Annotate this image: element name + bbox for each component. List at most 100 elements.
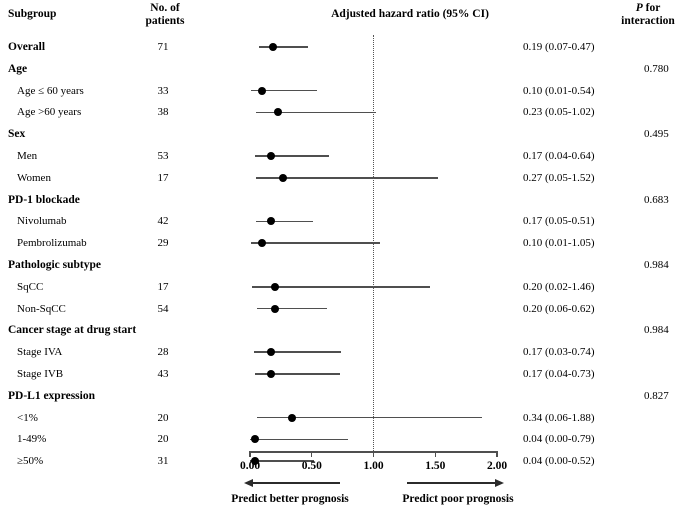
hazard-ratio-text: 0.20 (0.06-0.62) (523, 302, 595, 315)
x-axis-tick (372, 451, 375, 457)
column-header-p-line1: P for (612, 2, 684, 15)
hazard-ratio-point (258, 86, 267, 95)
hazard-ratio-text: 0.34 (0.06-1.88) (523, 411, 595, 424)
row-label: Age >60 years (17, 106, 82, 119)
hazard-ratio-point (287, 413, 296, 422)
subgroup-row: Non-SqCC 54 0.20 (0.06-0.62) (0, 298, 685, 320)
subgroup-row: 1-49% 20 0.04 (0.00-0.79) (0, 428, 685, 450)
hazard-ratio-text: 0.19 (0.07-0.47) (523, 41, 595, 53)
x-axis-tick (249, 451, 251, 457)
confidence-interval-line (258, 46, 309, 48)
hazard-ratio-text: 0.04 (0.00-0.79) (523, 433, 595, 446)
row-label: <1% (17, 411, 38, 424)
patient-count: 53 (157, 150, 169, 162)
p-interaction-value: 0.827 (644, 389, 669, 402)
better-prognosis-arrow-line (252, 482, 340, 484)
hazard-ratio-text: 0.27 (0.05-1.52) (523, 171, 595, 184)
hazard-ratio-point (270, 282, 279, 291)
hazard-ratio-text: 0.23 (0.05-1.02) (523, 106, 595, 119)
subgroup-row: Overall 71 0.19 (0.07-0.47) (0, 36, 685, 58)
group-row: Age 0.780 (0, 58, 685, 80)
patient-count: 54 (157, 302, 169, 315)
p-interaction-value: 0.984 (644, 259, 669, 271)
patient-count: 71 (157, 41, 169, 53)
patient-count: 29 (157, 237, 169, 250)
hazard-ratio-point (266, 217, 275, 226)
row-label: ≥50% (17, 455, 44, 468)
group-row: Sex 0.495 (0, 123, 685, 145)
left-arrow-icon (244, 478, 253, 487)
row-label: Women (17, 171, 51, 184)
column-header-p-line2: interaction (621, 15, 675, 27)
patient-count: 28 (157, 346, 169, 359)
p-interaction-value: 0.683 (644, 193, 669, 206)
hazard-ratio-text: 0.17 (0.05-0.51) (523, 215, 595, 228)
subgroup-row: Age >60 years 38 0.23 (0.05-1.02) (0, 101, 685, 123)
column-header-subgroup: Subgroup (8, 8, 57, 20)
patient-count: 20 (157, 433, 169, 446)
subgroup-row: Age ≤ 60 years 33 0.10 (0.01-0.54) (0, 80, 685, 102)
p-interaction-value: 0.984 (644, 324, 669, 337)
hazard-ratio-point (274, 108, 283, 117)
confidence-interval-line (253, 351, 342, 354)
patient-count: 38 (157, 106, 169, 119)
p-symbol: P (635, 2, 643, 14)
subgroup-row: Men 53 0.17 (0.04-0.64) (0, 145, 685, 167)
row-label: Pathologic subtype (8, 259, 101, 271)
hazard-ratio-point (258, 239, 267, 248)
patient-count: 43 (157, 368, 169, 380)
confidence-interval-line (251, 89, 317, 92)
confidence-interval-line (254, 373, 341, 375)
column-header-patients: No. of patients (135, 2, 195, 28)
confidence-interval-line (257, 416, 483, 419)
row-label: Cancer stage at drug start (8, 324, 137, 337)
confidence-interval-line (256, 177, 438, 179)
column-header-hazard-ratio: Adjusted hazard ratio (95% CI) (331, 8, 489, 20)
hazard-ratio-point (266, 370, 275, 378)
p-interaction-value: 0.495 (644, 128, 669, 141)
group-row: Pathologic subtype 0.984 (0, 254, 685, 276)
confidence-interval-line (254, 155, 330, 157)
subgroup-row: Pembrolizumab 29 0.10 (0.01-1.05) (0, 232, 685, 254)
hazard-ratio-point (269, 43, 278, 51)
x-axis-tick-label: 0.50 (301, 460, 322, 472)
hazard-ratio-text: 0.17 (0.04-0.73) (523, 368, 595, 380)
hazard-ratio-point (270, 304, 279, 313)
hazard-ratio-text: 0.17 (0.04-0.64) (523, 150, 595, 162)
direction-label-better: Predict better prognosis (231, 493, 349, 505)
confidence-interval-line (257, 307, 327, 310)
group-row: PD-1 blockade 0.683 (0, 189, 685, 211)
confidence-interval-line (251, 242, 380, 245)
hazard-ratio-text: 0.10 (0.01-0.54) (523, 84, 595, 97)
subgroup-row: <1% 20 0.34 (0.06-1.88) (0, 407, 685, 429)
row-label: Men (17, 150, 38, 162)
patient-count: 33 (157, 84, 169, 97)
row-label: Stage IVA (17, 346, 63, 359)
confidence-interval-line (252, 286, 431, 288)
row-label: Non-SqCC (17, 302, 66, 315)
patient-count: 17 (157, 280, 169, 293)
confidence-interval-line (256, 111, 376, 114)
right-arrow-icon (495, 478, 504, 487)
row-label: PD-L1 expression (8, 389, 95, 402)
hazard-ratio-point (266, 152, 275, 160)
patient-count: 31 (157, 455, 169, 468)
column-header-patients-line1: No. of (150, 2, 180, 14)
row-label: Stage IVB (17, 368, 64, 380)
row-label: SqCC (17, 280, 44, 293)
x-axis-tick (434, 451, 436, 457)
hazard-ratio-text: 0.10 (0.01-1.05) (523, 237, 595, 250)
subgroup-row: ≥50% 31 0.04 (0.00-0.52) (0, 450, 685, 472)
subgroup-row: Women 17 0.27 (0.05-1.52) (0, 167, 685, 189)
x-axis-tick (311, 451, 313, 457)
row-label: Nivolumab (17, 215, 67, 228)
row-label: Sex (8, 128, 26, 141)
x-axis-tick (496, 451, 498, 457)
confidence-interval-line (256, 220, 313, 223)
row-label: PD-1 blockade (8, 193, 80, 206)
hazard-ratio-text: 0.20 (0.02-1.46) (523, 280, 595, 293)
row-label: Age ≤ 60 years (17, 84, 84, 97)
confidence-interval-line (250, 438, 348, 441)
patient-count: 42 (157, 215, 169, 228)
